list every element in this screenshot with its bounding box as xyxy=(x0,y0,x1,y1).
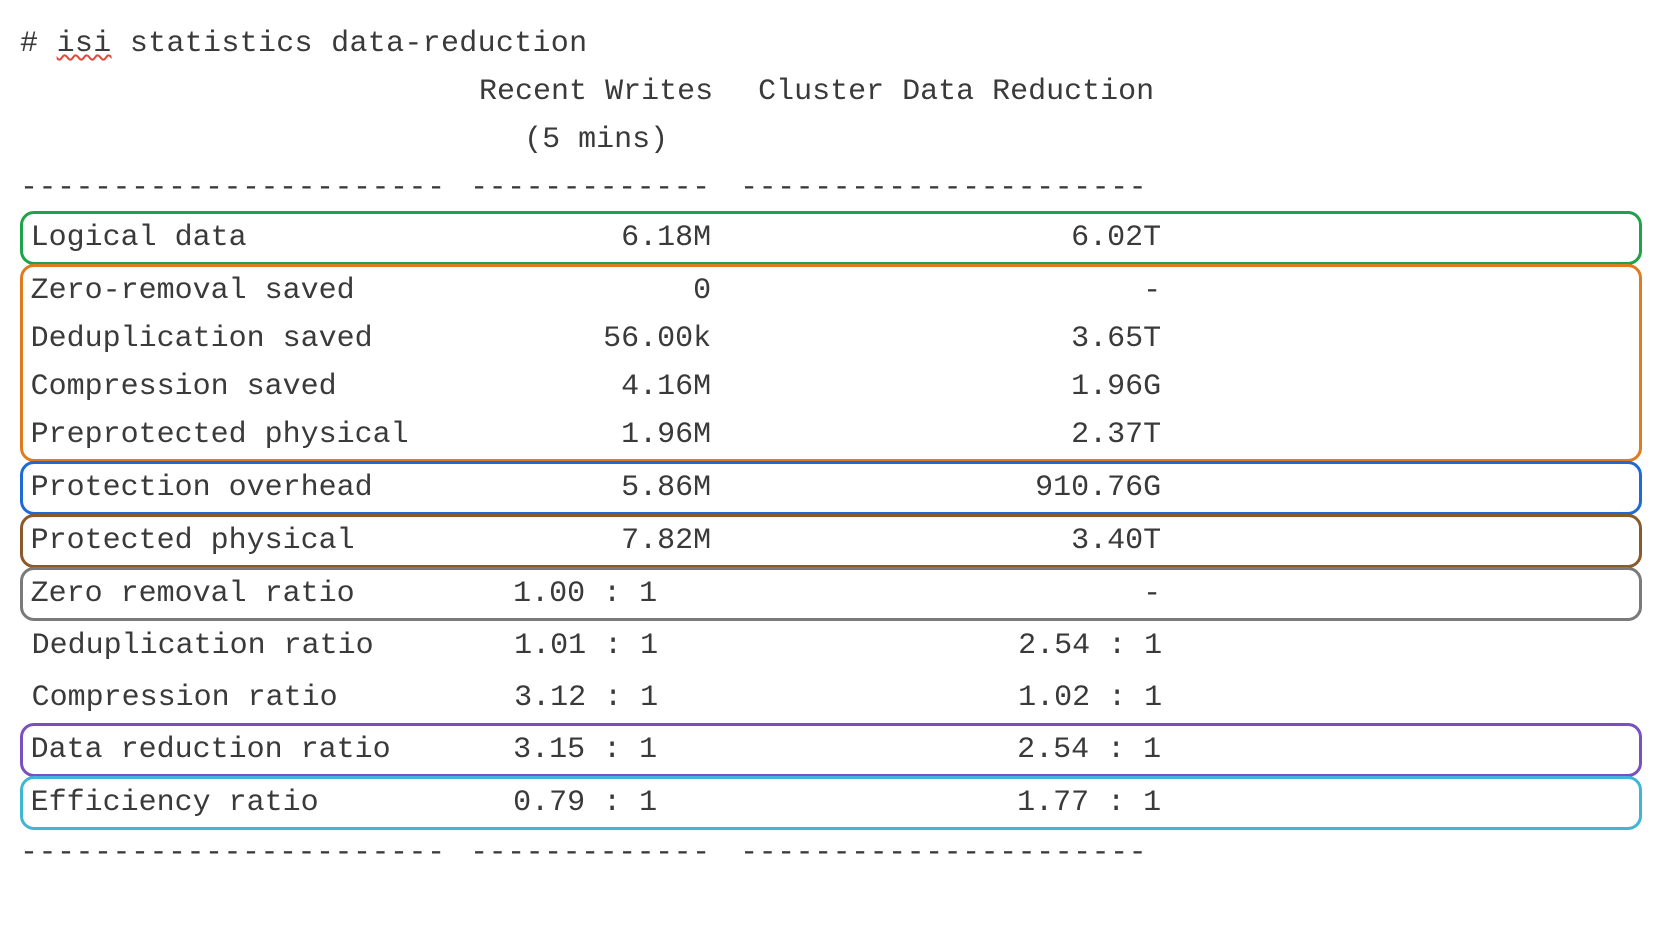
value-dedup-ratio-right: 2.54 : 1 xyxy=(748,622,1180,670)
value-comp-ratio-mid: 3.12 : 1 xyxy=(478,674,730,722)
value-zero-saved-right: - xyxy=(747,267,1179,315)
row-prot-ovh: Protection overhead 5.86M 910.76G xyxy=(23,464,1639,512)
value-dedup-ratio-mid: 1.01 : 1 xyxy=(478,622,730,670)
label-preprot: Preprotected physical xyxy=(27,411,459,459)
value-comp-saved-right: 1.96G xyxy=(747,363,1179,411)
value-logical-right: 6.02T xyxy=(747,214,1179,262)
row-logical-data: Logical data 6.18M 6.02T xyxy=(23,214,1639,262)
value-zero-ratio-mid: 1.00 : 1 xyxy=(477,570,729,618)
header-recent-writes: Recent Writes xyxy=(470,68,722,116)
highlight-zero-removal-ratio: Zero removal ratio 1.00 : 1 - xyxy=(20,567,1642,621)
highlight-savings-group: Zero-removal saved 0 - Deduplication sav… xyxy=(20,264,1642,462)
subheader-blank xyxy=(20,116,452,164)
label-zero-saved: Zero-removal saved xyxy=(27,267,459,315)
dash-col2: ---------------------- xyxy=(740,164,1172,212)
subheader-blank2 xyxy=(740,116,1172,164)
highlight-protection-overhead: Protection overhead 5.86M 910.76G xyxy=(20,461,1642,515)
label-comp-saved: Compression saved xyxy=(27,363,459,411)
label-eff-ratio: Efficiency ratio xyxy=(27,779,459,827)
command-isi: isi xyxy=(57,27,112,61)
dash-col1: ------------- xyxy=(470,164,722,212)
value-dedup-saved-right: 3.65T xyxy=(747,315,1179,363)
label-comp-ratio: Compression ratio xyxy=(28,674,460,722)
value-prot-phys-mid: 7.82M xyxy=(477,517,729,565)
row-prot-phys: Protected physical 7.82M 3.40T xyxy=(23,517,1639,565)
row-dedup-saved: Deduplication saved 56.00k 3.65T xyxy=(23,315,1639,363)
row-comp-saved: Compression saved 4.16M 1.96G xyxy=(23,363,1639,411)
label-zero-ratio: Zero removal ratio xyxy=(27,570,459,618)
value-preprot-mid: 1.96M xyxy=(477,411,729,459)
row-zero-ratio: Zero removal ratio 1.00 : 1 - xyxy=(23,570,1639,618)
row-comp-ratio-nohl: Compression ratio 3.12 : 1 1.02 : 1 xyxy=(20,672,1642,724)
value-logical-mid: 6.18M xyxy=(477,214,729,262)
row-dedup-ratio-nohl: Deduplication ratio 1.01 : 1 2.54 : 1 xyxy=(20,620,1642,672)
value-prot-ovh-mid: 5.86M xyxy=(477,464,729,512)
separator-bottom: ----------------------- ------------- --… xyxy=(20,829,1642,877)
value-zero-ratio-right: - xyxy=(747,570,1179,618)
value-comp-ratio-right: 1.02 : 1 xyxy=(748,674,1180,722)
header-cluster-data-reduction: Cluster Data Reduction xyxy=(740,68,1172,116)
terminal-output: # isi statistics data-reduction Recent W… xyxy=(0,0,1662,917)
header-blank xyxy=(20,68,452,116)
prompt-hash: # xyxy=(20,27,57,61)
row-zero-removal-saved: Zero-removal saved 0 - xyxy=(23,267,1639,315)
value-comp-saved-mid: 4.16M xyxy=(477,363,729,411)
row-comp-ratio: Compression ratio 3.12 : 1 1.02 : 1 xyxy=(24,674,1638,722)
row-preprot: Preprotected physical 1.96M 2.37T xyxy=(23,411,1639,459)
highlight-logical-data: Logical data 6.18M 6.02T xyxy=(20,211,1642,265)
value-eff-ratio-mid: 0.79 : 1 xyxy=(477,779,729,827)
value-preprot-right: 2.37T xyxy=(747,411,1179,459)
label-dedup-ratio: Deduplication ratio xyxy=(28,622,460,670)
value-eff-ratio-right: 1.77 : 1 xyxy=(747,779,1179,827)
label-prot-phys: Protected physical xyxy=(27,517,459,565)
value-zero-saved-mid: 0 xyxy=(477,267,729,315)
value-prot-phys-right: 3.40T xyxy=(747,517,1179,565)
command-rest: statistics data-reduction xyxy=(112,27,588,61)
highlight-protected-physical: Protected physical 7.82M 3.40T xyxy=(20,514,1642,568)
row-dr-ratio: Data reduction ratio 3.15 : 1 2.54 : 1 xyxy=(23,726,1639,774)
dash-col2-bottom: ---------------------- xyxy=(740,829,1172,877)
row-dedup-ratio: Deduplication ratio 1.01 : 1 2.54 : 1 xyxy=(24,622,1638,670)
subheader-5mins: (5 mins) xyxy=(470,116,722,164)
label-logical-data: Logical data xyxy=(27,214,459,262)
dash-col0: ----------------------- xyxy=(20,164,452,212)
label-prot-ovh: Protection overhead xyxy=(27,464,459,512)
label-dr-ratio: Data reduction ratio xyxy=(27,726,459,774)
highlight-data-reduction-ratio: Data reduction ratio 3.15 : 1 2.54 : 1 xyxy=(20,723,1642,777)
separator-top: ----------------------- ------------- --… xyxy=(20,164,1642,212)
value-dr-ratio-right: 2.54 : 1 xyxy=(747,726,1179,774)
header-row-1: Recent Writes Cluster Data Reduction xyxy=(20,68,1642,116)
command-line: # isi statistics data-reduction xyxy=(20,20,1642,68)
dash-col1-bottom: ------------- xyxy=(470,829,722,877)
highlight-efficiency-ratio: Efficiency ratio 0.79 : 1 1.77 : 1 xyxy=(20,776,1642,830)
value-dr-ratio-mid: 3.15 : 1 xyxy=(477,726,729,774)
value-prot-ovh-right: 910.76G xyxy=(747,464,1179,512)
data-table: Logical data 6.18M 6.02T Zero-removal sa… xyxy=(20,211,1642,830)
dash-col0-bottom: ----------------------- xyxy=(20,829,452,877)
row-eff-ratio: Efficiency ratio 0.79 : 1 1.77 : 1 xyxy=(23,779,1639,827)
value-dedup-saved-mid: 56.00k xyxy=(477,315,729,363)
label-dedup-saved: Deduplication saved xyxy=(27,315,459,363)
header-row-2: (5 mins) xyxy=(20,116,1642,164)
